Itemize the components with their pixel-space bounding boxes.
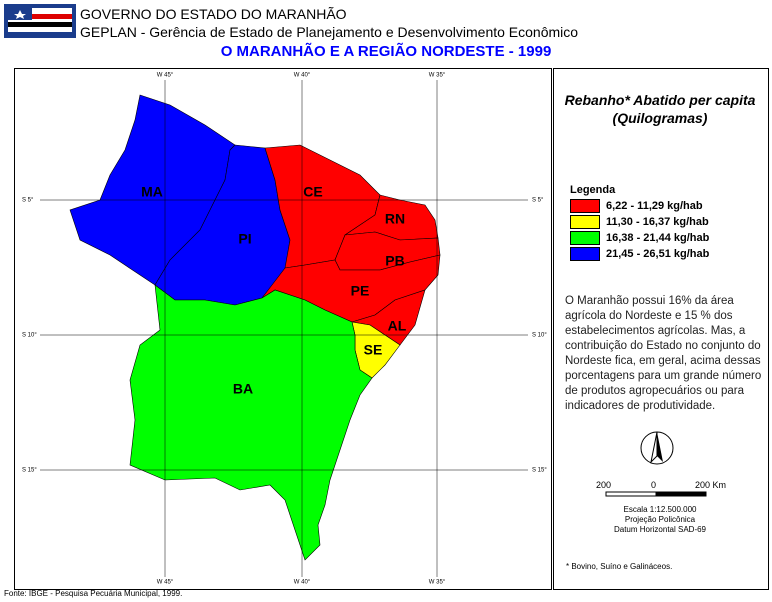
projection: Projeção Policônica [624, 515, 696, 524]
legend-swatch [570, 247, 600, 261]
legend-swatch [570, 215, 600, 229]
scale-bar [605, 491, 707, 497]
map: W 45° W 45° W 40° W 40° W 35° W 35° S 5° S 5° S … [22, 73, 547, 586]
department: GEPLAN - Gerência de Estado de Planejame… [80, 24, 579, 40]
legend: 6,22 - 11,29 kg/hab 11,30 - 16,37 kg/hab 1… [570, 198, 709, 262]
longitude-label: W 45° [157, 580, 174, 586]
state-label: CE [303, 184, 322, 200]
longitude-label: W 45° [157, 73, 174, 79]
north-arrow [640, 431, 674, 465]
state-label: PB [385, 253, 404, 269]
scale-label: 200 [596, 480, 612, 490]
state-label: BA [233, 381, 253, 397]
panel-title: Rebanho* Abatido per capita [564, 92, 756, 108]
logo [4, 4, 76, 38]
latitude-label: S 10° [22, 333, 37, 339]
source: Fonte: IBGE - Pesquisa Pecuária Municipa… [4, 589, 183, 598]
legend-item: 11,30 - 16,37 kg/hab [570, 214, 709, 230]
panel-frame [553, 68, 769, 590]
state-label: SE [364, 342, 383, 358]
latitude-label: S 15° [532, 468, 547, 474]
legend-swatch [570, 231, 600, 245]
scale-label: 200 Km [695, 480, 727, 490]
longitude-label: W 35° [429, 580, 446, 586]
scale-label: 0 [651, 480, 657, 490]
panel-unit: (Quilogramas) [612, 110, 708, 126]
latitude-label: S 10° [532, 333, 547, 339]
longitude-label: W 40° [294, 73, 311, 79]
longitude-label: W 35° [429, 73, 446, 79]
agency: GOVERNO DO ESTADO DO MARANHÃO [80, 6, 347, 22]
longitude-label: W 40° [294, 580, 311, 586]
scale-text: Escala 1:12.500.000 [623, 505, 697, 514]
latitude-label: S 5° [22, 198, 34, 204]
datum: Datum Horizontal SAD-69 [613, 525, 707, 534]
legend-label: 6,22 - 11,29 kg/hab [606, 200, 703, 212]
legend-label: 21,45 - 26,51 kg/hab [606, 248, 710, 260]
state-label: PI [238, 231, 251, 247]
state-label: RN [385, 211, 405, 227]
latitude-label: S 5° [532, 198, 544, 204]
legend-item: 6,22 - 11,29 kg/hab [570, 198, 709, 214]
state [129, 284, 373, 561]
footnote: * Bovino, Suíno e Galináceos. [566, 562, 673, 571]
state-label: AL [388, 318, 407, 334]
state-label: PE [351, 283, 370, 299]
latitude-label: S 15° [22, 468, 37, 474]
legend-item: 21,45 - 26,51 kg/hab [570, 246, 709, 262]
description: O Maranhão possui 16% da área agrícola d… [565, 295, 762, 412]
legend-title: Legenda [570, 184, 616, 196]
map-frame [14, 68, 552, 590]
legend-label: 11,30 - 16,37 kg/hab [606, 216, 709, 228]
legend-item: 16,38 - 21,44 kg/hab [570, 230, 709, 246]
map-title: O MARANHÃO E A REGIÃO NORDESTE - 1999 [220, 43, 552, 60]
legend-swatch [570, 199, 600, 213]
state-label: MA [141, 184, 163, 200]
legend-label: 16,38 - 21,44 kg/hab [606, 232, 710, 244]
